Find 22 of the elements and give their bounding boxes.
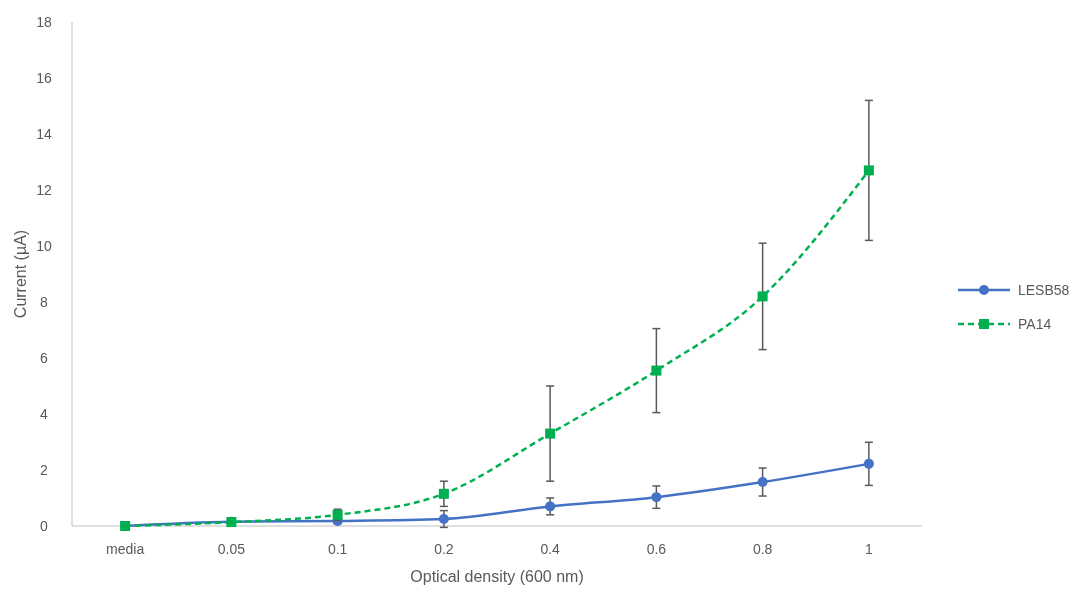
x-tick-label: 0.2 <box>434 541 454 557</box>
y-tick-label: 18 <box>36 13 52 30</box>
x-tick-label: 0.6 <box>646 541 667 557</box>
y-tick-label: 0 <box>40 517 49 534</box>
y-tick-label: 12 <box>36 181 52 198</box>
y-tick-label: 16 <box>36 69 52 86</box>
x-tick-label: 0.05 <box>217 541 246 557</box>
x-tick-label: 0.8 <box>752 541 773 557</box>
y-tick-label: 10 <box>36 237 52 254</box>
x-tick-label: 0.1 <box>327 541 348 557</box>
legend-label: LESB58 <box>1018 281 1070 298</box>
y-tick-label: 6 <box>40 349 49 366</box>
y-tick-label: 8 <box>40 293 49 310</box>
y-tick-label: 2 <box>40 461 49 478</box>
x-axis-title: Optical density (600 nm) <box>410 568 584 585</box>
y-tick-label: 4 <box>40 405 49 422</box>
x-tick-label: 1 <box>864 541 873 557</box>
legend-label: PA14 <box>1018 315 1052 332</box>
y-axis-title: Current (µA) <box>12 229 29 319</box>
x-tick-label: media <box>106 541 145 557</box>
x-tick-label: 0.4 <box>540 541 561 557</box>
y-tick-label: 14 <box>36 125 52 142</box>
